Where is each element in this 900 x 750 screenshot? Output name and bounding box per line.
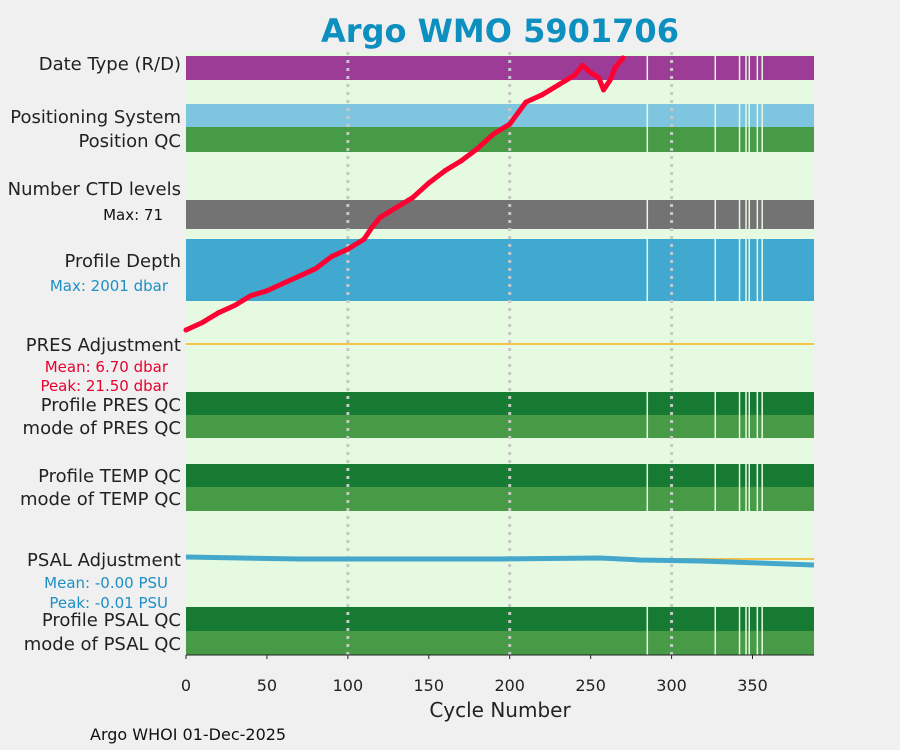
- trajectory-point-7: [296, 273, 302, 279]
- x-tick-label-350: 350: [737, 676, 768, 695]
- trajectory-point-21: [507, 121, 513, 127]
- band-profile-psal-qc: [186, 607, 814, 631]
- trajectory-point-6: [280, 280, 286, 286]
- trajectory-point-9: [329, 254, 335, 259]
- trajectory-point-1: [199, 320, 205, 326]
- label-pres-adjustment: PRES Adjustment: [26, 335, 181, 356]
- trajectory-point-14: [393, 205, 399, 210]
- label-date-type: Date Type (R/D): [39, 54, 181, 75]
- label-pres-peak: Peak: 21.50 dbar: [40, 377, 168, 395]
- plot-background: [186, 52, 814, 654]
- trajectory-point-28: [596, 75, 602, 81]
- footer-credit: Argo WHOI 01-Dec-2025: [90, 725, 287, 744]
- gap-marks: [646, 52, 763, 655]
- trajectory-point-12: [369, 224, 375, 230]
- band-profile-temp-qc: [186, 464, 814, 487]
- band-profile-depth: [186, 239, 814, 301]
- trajectory-series: [183, 55, 626, 333]
- trajectory-point-30: [607, 77, 613, 83]
- trajectory-point-22: [523, 99, 529, 105]
- band-ctd-levels: [186, 200, 814, 229]
- trajectory-point-26: [580, 62, 585, 68]
- label-mode-psal-qc: mode of PSAL QC: [24, 634, 181, 655]
- band-positioning-system: [186, 104, 814, 127]
- trajectory-point-8: [313, 266, 318, 272]
- label-mode-pres-qc: mode of PRES QC: [23, 418, 181, 439]
- trajectory-point-0: [183, 327, 189, 333]
- trajectory-point-18: [458, 158, 464, 164]
- trajectory-point-19: [474, 146, 480, 152]
- x-axis-label: Cycle Number: [429, 698, 571, 722]
- trajectory-point-10: [345, 246, 351, 252]
- label-pres-mean: Mean: 6.70 dbar: [45, 358, 169, 376]
- trajectory-point-24: [555, 82, 561, 88]
- label-profile-depth: Profile Depth: [64, 251, 181, 272]
- trajectory-point-23: [539, 92, 545, 98]
- label-psal-adjustment: PSAL Adjustment: [27, 550, 181, 571]
- band-mode-pres-qc: [186, 415, 814, 438]
- trajectory-point-3: [232, 303, 238, 308]
- label-ctd-max: Max: 71: [103, 206, 163, 224]
- label-psal-mean: Mean: -0.00 PSU: [44, 574, 168, 592]
- label-profile-psal-qc: Profile PSAL QC: [42, 610, 181, 631]
- trajectory-point-4: [248, 293, 254, 299]
- trajectory-point-27: [588, 70, 594, 76]
- trajectory-point-16: [426, 180, 432, 186]
- label-depth-max: Max: 2001 dbar: [50, 277, 169, 295]
- band-date-type: [186, 56, 814, 80]
- trajectory-point-2: [215, 310, 221, 316]
- x-tick-label-300: 300: [656, 676, 687, 695]
- x-tick-label-0: 0: [181, 676, 191, 695]
- band-profile-pres-qc: [186, 392, 814, 415]
- label-profile-pres-qc: Profile PRES QC: [41, 395, 181, 416]
- x-tick-label-150: 150: [414, 676, 445, 695]
- trajectory-point-13: [377, 214, 383, 220]
- trajectory-point-5: [264, 288, 270, 294]
- label-positioning-system: Positioning System: [10, 107, 181, 128]
- label-profile-temp-qc: Profile TEMP QC: [38, 466, 181, 487]
- x-axis-ticks: 0 50 100 150 200 250 300 350: [181, 655, 768, 695]
- trajectory-point-25: [572, 72, 577, 78]
- band-mode-psal-qc: [186, 631, 814, 655]
- label-position-qc: Position QC: [78, 131, 181, 152]
- x-tick-label-200: 200: [494, 676, 525, 695]
- x-tick-label-100: 100: [333, 676, 364, 695]
- band-mode-temp-qc: [186, 487, 814, 511]
- trajectory-point-31: [612, 65, 618, 71]
- trajectory-point-15: [410, 195, 416, 201]
- trajectory-point-29: [601, 87, 607, 93]
- trajectory-point-20: [491, 131, 496, 137]
- label-ctd-levels: Number CTD levels: [8, 179, 181, 200]
- label-mode-temp-qc: mode of TEMP QC: [20, 489, 181, 510]
- trajectory-point-11: [361, 236, 367, 242]
- x-tick-label-250: 250: [575, 676, 606, 695]
- trajectory-point-17: [442, 168, 448, 174]
- x-tick-label-50: 50: [257, 676, 277, 695]
- trajectory-point-32: [620, 55, 626, 61]
- label-psal-peak: Peak: -0.01 PSU: [49, 594, 168, 612]
- psal-adjustment-line: [185, 554, 815, 568]
- chart-title: Argo WMO 5901706: [321, 12, 679, 50]
